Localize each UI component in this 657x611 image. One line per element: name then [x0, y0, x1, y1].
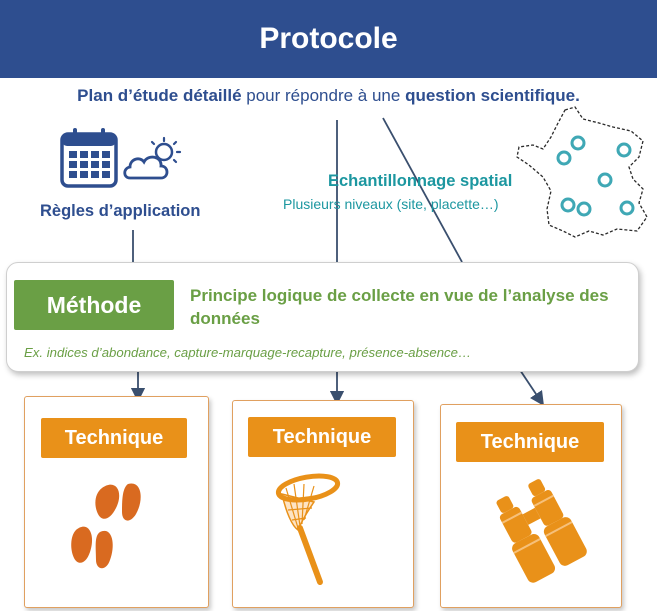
subtitle-middle: pour répondre à une [241, 86, 406, 105]
echantillonnage-title: Echantillonnage spatial [328, 172, 513, 190]
calendar-icon [60, 128, 118, 188]
subtitle-bold-1: Plan d’étude détaillé [77, 86, 242, 105]
echantillonnage-subtitle: Plusieurs niveaux (site, placette…) [283, 196, 499, 212]
technique-label-2: Technique [272, 425, 372, 448]
methode-label: Méthode [46, 291, 142, 318]
methode-description: Principe logique de collecte en vue de l… [190, 286, 609, 328]
regles-application-label: Règles d’application [40, 202, 201, 220]
subtitle-bold-2: question scientifique. [405, 86, 580, 105]
protocol-banner: Protocole [0, 0, 657, 78]
technique-badge-3: Technique [456, 422, 604, 462]
butterfly-net-icon [275, 473, 341, 585]
sun-cloud-icon [123, 136, 182, 180]
technique-badge-2: Technique [248, 417, 396, 457]
methode-badge: Méthode [14, 280, 174, 330]
methode-examples: Ex. indices d’abondance, capture-marquag… [24, 345, 472, 360]
technique-label-3: Technique [480, 430, 580, 453]
page-title: Protocole [259, 22, 398, 55]
technique-label-1: Technique [64, 426, 164, 449]
binoculars-icon [496, 479, 587, 583]
technique-badge-1: Technique [41, 418, 187, 458]
subtitle-line: Plan d’étude détaillé pour répondre à un… [0, 86, 657, 106]
france-map-icon [516, 106, 648, 238]
hoofprint-icon [71, 483, 141, 569]
arrow-to-technique-3 [519, 369, 544, 406]
connector-right [382, 117, 463, 263]
